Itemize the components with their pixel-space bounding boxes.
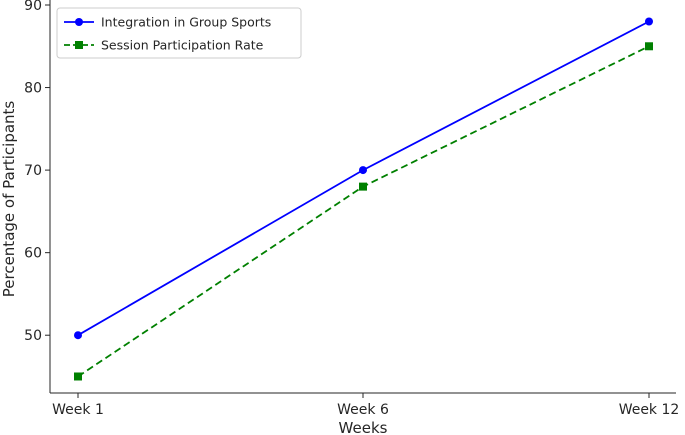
x-tick-label: Week 1 bbox=[52, 402, 104, 418]
legend-label: Integration in Group Sports bbox=[101, 15, 271, 30]
data-point bbox=[645, 42, 653, 51]
axes: 50 60 70 80 90 Week 1 Week 6 Week 12 bbox=[24, 0, 679, 418]
x-tick-label: Week 12 bbox=[619, 402, 680, 418]
series-layer bbox=[74, 17, 653, 381]
y-axis-title: Percentage of Participants bbox=[0, 101, 18, 298]
x-tick-label: Week 6 bbox=[337, 402, 389, 418]
data-point bbox=[359, 182, 367, 191]
legend-marker bbox=[75, 18, 83, 26]
y-tick-label: 50 bbox=[24, 328, 42, 344]
legend-marker bbox=[75, 41, 83, 49]
series-line bbox=[77, 45, 650, 378]
y-tick-label: 90 bbox=[24, 0, 42, 14]
y-tick-label: 80 bbox=[24, 81, 42, 97]
data-point bbox=[74, 372, 82, 381]
legend-box bbox=[56, 7, 302, 59]
legend-label: Session Participation Rate bbox=[101, 38, 264, 53]
data-point bbox=[645, 17, 653, 26]
series-2 bbox=[74, 42, 653, 381]
y-tick-label: 70 bbox=[24, 163, 42, 179]
series-1 bbox=[74, 17, 653, 340]
data-point bbox=[74, 331, 82, 340]
y-tick-label: 60 bbox=[24, 246, 42, 262]
legend: Integration in Group Sports Session Parti… bbox=[56, 7, 302, 59]
labels-layer: Weeks Percentage of Participants bbox=[0, 101, 388, 435]
series-line bbox=[77, 20, 650, 336]
x-axis-title: Weeks bbox=[339, 419, 388, 435]
data-point bbox=[359, 166, 367, 175]
